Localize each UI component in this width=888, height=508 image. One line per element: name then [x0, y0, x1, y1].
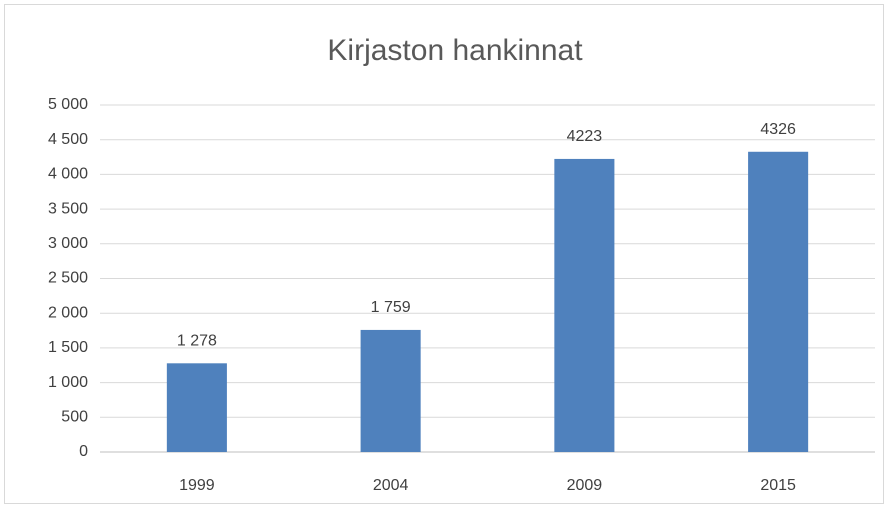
- data-label: 4223: [567, 128, 603, 145]
- bar: [554, 158, 615, 452]
- y-tick-label: 3 000: [48, 235, 88, 252]
- y-tick-label: 5 000: [48, 96, 88, 113]
- y-tick-label: 4 500: [48, 131, 88, 148]
- bar: [166, 363, 227, 452]
- x-tick-label: 2015: [760, 477, 796, 494]
- chart-border: [4, 4, 884, 504]
- chart-title: Kirjaston hankinnat: [327, 34, 583, 67]
- x-tick-label: 1999: [179, 477, 215, 494]
- y-tick-label: 0: [79, 443, 88, 460]
- x-tick-label: 2009: [567, 477, 603, 494]
- bar: [748, 151, 809, 452]
- y-tick-label: 2 000: [48, 304, 88, 321]
- y-tick-label: 500: [61, 409, 88, 426]
- y-tick-label: 3 500: [48, 200, 88, 217]
- y-tick-label: 1 500: [48, 339, 88, 356]
- y-tick-label: 1 000: [48, 374, 88, 391]
- data-label: 4326: [760, 121, 796, 138]
- y-tick-label: 4 000: [48, 166, 88, 183]
- x-tick-label: 2004: [373, 477, 409, 494]
- bar: [360, 329, 421, 452]
- data-label: 1 759: [371, 299, 411, 316]
- y-tick-label: 2 500: [48, 270, 88, 287]
- data-label: 1 278: [177, 333, 217, 350]
